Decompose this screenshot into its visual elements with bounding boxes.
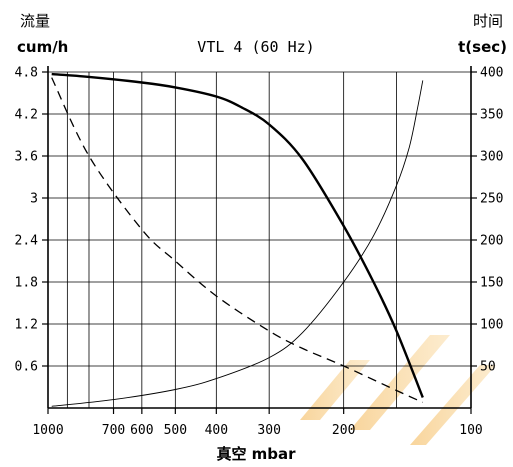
left-tick-label: 3 [30,192,38,207]
left-axis-unit: cum/h [17,38,68,56]
left-tick-label: 2.4 [15,234,39,249]
right-tick-label: 250 [480,192,503,207]
x-tick-label: 300 [257,423,280,438]
x-axis-ticks: 1000 700 600 500 400 300 200 100 [32,408,483,438]
left-tick-label: 4.8 [15,66,38,81]
right-tick-label: 100 [480,318,503,333]
x-tick-label: 100 [459,423,482,438]
right-tick-label: 400 [480,66,503,81]
left-tick-label: 1.2 [15,318,38,333]
series-dashed-line [51,77,424,403]
x-axis-label: 真空 mbar [216,445,296,463]
left-tick-label: 4.2 [15,108,38,123]
x-tick-label: 500 [164,423,187,438]
right-tick-label: 150 [480,276,503,291]
right-tick-label: 50 [480,360,496,375]
right-tick-label: 350 [480,108,503,123]
x-tick-label: 600 [130,423,153,438]
series-layer [51,72,424,407]
axes [47,66,472,409]
chart-title: VTL 4 (60 Hz) [197,38,314,56]
right-axis-unit: t(sec) [458,38,507,56]
horizontal-gridlines [48,71,471,367]
series-solid-thin-line [51,80,424,407]
left-tick-label: 0.6 [15,360,38,375]
watermark-logo [300,335,496,445]
left-axis-cn-label: 流量 [20,12,50,30]
x-tick-label: 400 [205,423,228,438]
right-axis-ticks: 50 100 150 200 250 300 350 400 [471,66,503,375]
series-solid-thick-line [51,72,424,398]
right-tick-label: 300 [480,150,503,165]
left-tick-label: 3.6 [15,150,38,165]
left-axis-ticks: 0.6 1.2 1.8 2.4 3 3.6 4.2 4.8 [15,66,48,375]
x-tick-label: 1000 [32,423,63,438]
right-tick-label: 200 [480,234,503,249]
x-tick-label: 200 [332,423,355,438]
x-tick-label: 700 [102,423,125,438]
left-tick-label: 1.8 [15,276,38,291]
right-axis-cn-label: 时间 [473,12,503,30]
